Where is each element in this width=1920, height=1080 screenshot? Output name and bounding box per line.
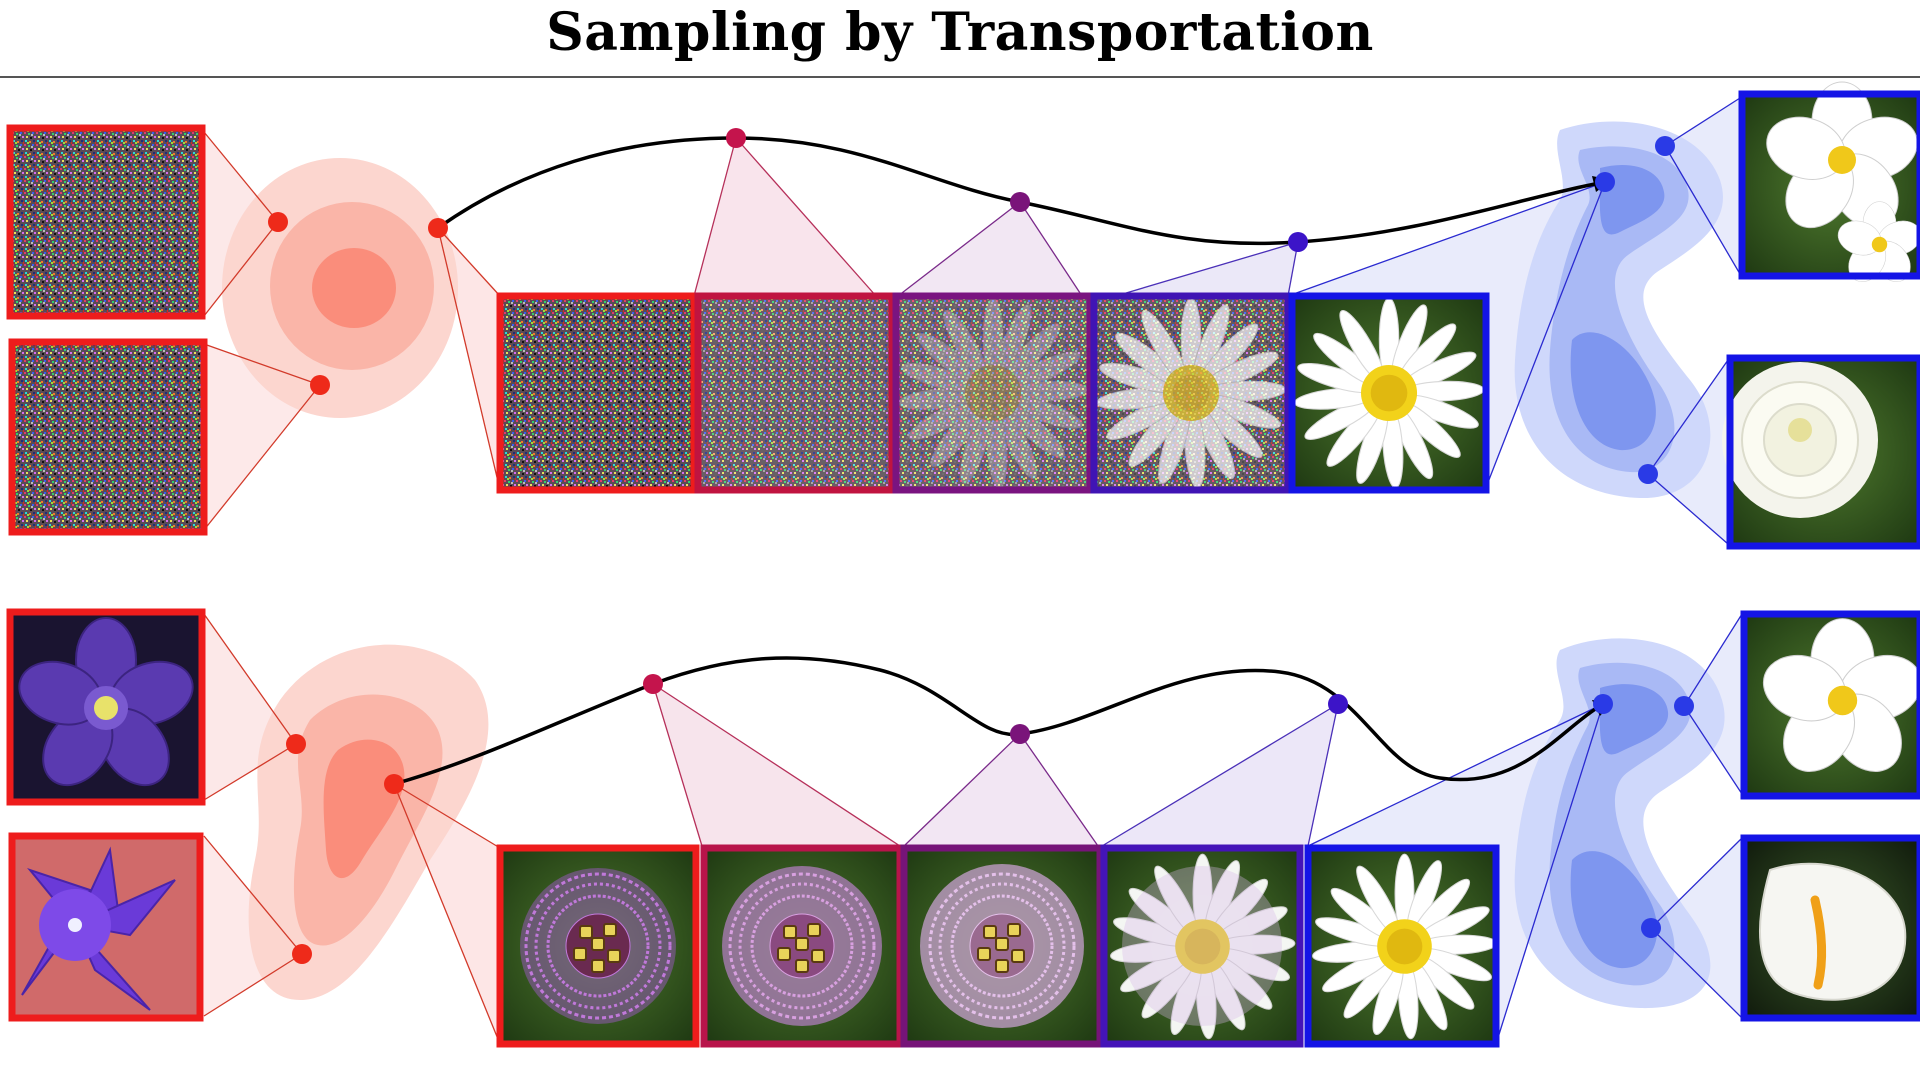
fan-mid-1 xyxy=(694,138,876,296)
path-start-dot xyxy=(428,218,448,238)
source-sample-dot xyxy=(286,734,306,754)
target-sample-dot xyxy=(1638,464,1658,484)
fan-mid-2 xyxy=(904,734,1098,846)
target-image-trillium xyxy=(1740,610,1920,800)
path-dot xyxy=(1288,232,1308,252)
source-image-columbine xyxy=(6,608,206,806)
path-image-3 xyxy=(900,844,1104,1048)
path-image-2 xyxy=(700,844,904,1048)
path-dot xyxy=(643,674,663,694)
path-image-1 xyxy=(496,292,698,494)
figure-title: Sampling by Transportation xyxy=(546,2,1374,63)
path-end-dot xyxy=(1595,172,1615,192)
target-sample-dot xyxy=(1655,136,1675,156)
source-image-bellflower xyxy=(8,832,204,1022)
path-dot xyxy=(1328,694,1348,714)
target-sample-dot xyxy=(1641,918,1661,938)
path-image-5 xyxy=(1304,844,1500,1048)
fan-mid-2 xyxy=(898,202,1082,296)
target-sample-dot xyxy=(1674,696,1694,716)
path-image-5 xyxy=(1288,292,1490,494)
path-image-3 xyxy=(892,292,1094,494)
path-end-dot xyxy=(1593,694,1613,714)
path-dot xyxy=(726,128,746,148)
row-noise xyxy=(6,81,1920,550)
path-image-1 xyxy=(496,844,700,1048)
row-flowers xyxy=(6,608,1920,1048)
path-start-dot xyxy=(384,774,404,794)
source-sample-dot xyxy=(268,212,288,232)
path-image-4 xyxy=(1090,292,1292,494)
path-image-4 xyxy=(1100,844,1304,1048)
source-image-noise-2 xyxy=(8,338,208,536)
path-image-2 xyxy=(694,292,896,494)
source-image-noise-1 xyxy=(6,124,206,320)
target-image-jasmine xyxy=(1738,81,1920,290)
target-distribution-blob xyxy=(1514,638,1725,1009)
target-image-chrysanthemum xyxy=(1722,354,1920,550)
target-distribution-blob xyxy=(1514,121,1723,499)
source-distribution-blob xyxy=(248,644,489,1000)
path-dot xyxy=(1010,192,1030,212)
path-dot xyxy=(1010,724,1030,744)
target-image-calla-lily xyxy=(1740,834,1920,1022)
source-sample-dot xyxy=(292,944,312,964)
title-divider xyxy=(0,76,1920,78)
source-sample-dot xyxy=(310,375,330,395)
